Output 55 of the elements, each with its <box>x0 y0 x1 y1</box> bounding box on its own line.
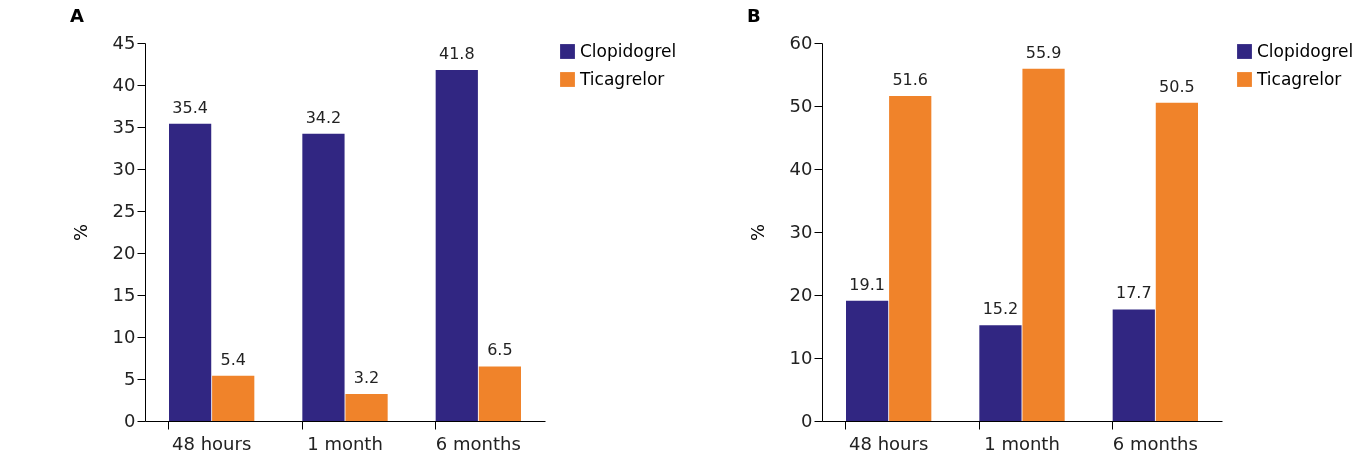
legend-label: Ticagrelor <box>1256 68 1342 89</box>
y-tick-label: 40 <box>789 157 813 179</box>
bar <box>302 133 345 421</box>
chart-title: B <box>747 5 761 26</box>
data-label: 41.8 <box>438 43 475 63</box>
bar <box>1112 309 1155 421</box>
bar <box>435 69 478 421</box>
legend-label: Clopidogrel <box>1257 40 1354 61</box>
bar <box>1155 102 1198 421</box>
y-tick-label: 0 <box>801 409 813 431</box>
y-tick-label: 50 <box>789 94 813 116</box>
bar <box>889 95 932 421</box>
y-tick-label: 20 <box>112 241 136 263</box>
y-tick-label: 10 <box>789 346 813 368</box>
x-tick-label: 6 months <box>435 432 521 454</box>
bar <box>478 366 521 421</box>
y-tick-label: 20 <box>789 283 813 305</box>
bar <box>1022 68 1065 421</box>
data-label: 6.5 <box>487 340 513 360</box>
data-label: 17.7 <box>1115 283 1152 303</box>
y-axis-title: % <box>69 223 91 242</box>
bar <box>345 394 388 421</box>
x-tick-label: 6 months <box>1112 432 1198 454</box>
bar <box>979 325 1022 421</box>
x-tick-label: 1 month <box>307 432 383 454</box>
data-label: 19.1 <box>849 274 885 294</box>
data-label: 35.4 <box>172 97 208 117</box>
data-label: 51.6 <box>892 69 929 89</box>
y-tick-label: 30 <box>789 220 813 242</box>
y-axis-title: % <box>746 223 768 242</box>
data-label: 5.4 <box>220 349 246 369</box>
legend-label: Ticagrelor <box>579 68 665 89</box>
data-label: 3.2 <box>353 368 380 388</box>
legend-label: Clopidogrel <box>580 40 677 61</box>
bar <box>169 123 212 421</box>
data-label: 15.2 <box>982 299 1019 319</box>
data-label: 50.5 <box>1159 76 1195 96</box>
data-label: 34.2 <box>305 107 342 127</box>
x-tick-label: 1 month <box>984 432 1060 454</box>
x-tick-label: 48 hours <box>849 432 929 454</box>
chart-title: A <box>70 5 84 26</box>
y-tick-label: 5 <box>124 367 136 389</box>
bar <box>212 375 255 421</box>
y-tick-label: 30 <box>112 157 136 179</box>
y-tick-label: 0 <box>124 409 136 431</box>
y-tick-label: 45 <box>112 31 136 53</box>
y-tick-label: 15 <box>112 283 136 305</box>
data-label: 55.9 <box>1025 42 1062 62</box>
y-tick-label: 40 <box>112 73 136 95</box>
x-tick-label: 48 hours <box>172 432 252 454</box>
y-tick-label: 25 <box>112 199 136 221</box>
bar <box>846 300 889 421</box>
y-tick-label: 60 <box>789 31 813 53</box>
y-tick-label: 10 <box>112 325 136 347</box>
y-tick-label: 35 <box>112 115 136 137</box>
